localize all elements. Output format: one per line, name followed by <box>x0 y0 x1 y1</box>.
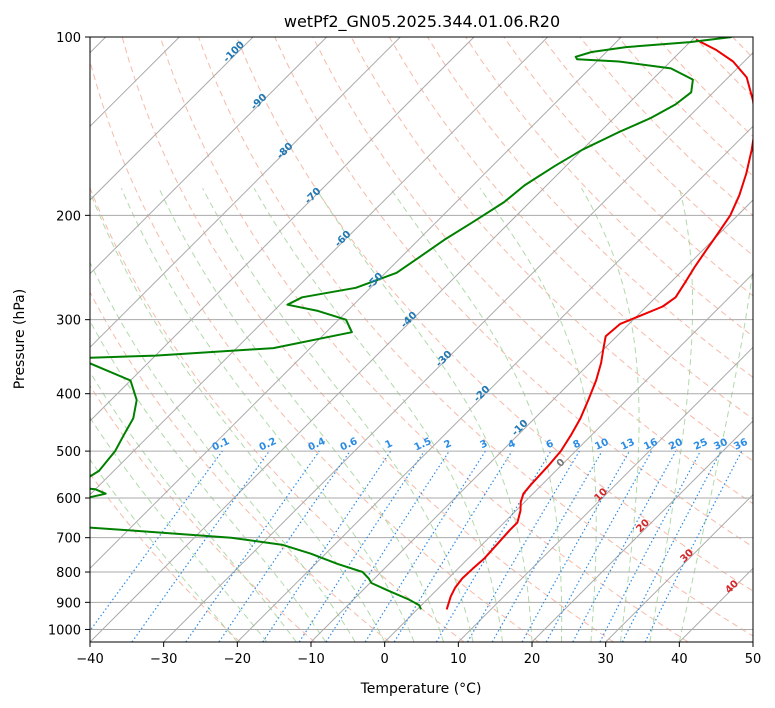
dry-adiabat-line <box>90 472 241 642</box>
x-tick-label: 40 <box>671 652 688 667</box>
mixing-ratio-label: 25 <box>692 437 709 453</box>
x-tick-label: −20 <box>224 652 251 667</box>
moist-adiabat-line <box>120 188 415 642</box>
moist-adiabat-line <box>90 261 356 642</box>
moist-adiabat-line <box>90 320 327 642</box>
x-axis-label: Temperature (°C) <box>360 681 482 697</box>
x-tick-label: 20 <box>524 652 541 667</box>
mixing-ratio-label: 1 <box>383 438 394 451</box>
y-tick-label: 700 <box>56 532 81 547</box>
mixing-ratio-label: 36 <box>732 437 749 453</box>
y-tick-label: 900 <box>56 596 81 611</box>
mixing-ratio-line <box>185 450 320 642</box>
isotherm-line <box>90 37 696 642</box>
dry-adiabat-line <box>503 37 753 297</box>
mixing-ratio-label: 2 <box>442 438 453 451</box>
y-tick-label: 600 <box>56 492 81 507</box>
isotherm-line <box>90 37 401 349</box>
dry-adiabat-line <box>90 59 540 642</box>
mixing-ratio-line <box>325 450 450 642</box>
moist-adiabat-line <box>253 187 503 642</box>
mixing-ratio-line <box>521 450 631 642</box>
y-tick-label: 800 <box>56 566 81 581</box>
dry-adiabat-line <box>426 37 753 378</box>
x-tick-label: −30 <box>150 652 177 667</box>
x-tick-label: 0 <box>381 652 389 667</box>
dry-adiabat-line <box>312 37 753 505</box>
y-tick-label: 500 <box>56 445 81 460</box>
dry-adiabat-line <box>90 291 390 642</box>
plot-frame <box>89 36 754 643</box>
moist-adiabat-line <box>315 187 533 642</box>
mixing-ratio-line <box>644 450 743 642</box>
temperature-profile <box>445 38 753 610</box>
mixing-ratio-label: 30 <box>712 437 729 453</box>
mixing-ratio-line <box>393 450 513 642</box>
moist-adiabat-line <box>649 188 694 642</box>
isotherm-line <box>531 420 753 642</box>
x-tick-label: −40 <box>76 652 103 667</box>
isotherm-line <box>90 37 328 275</box>
mixing-ratio-label: 10 <box>593 437 610 453</box>
mixing-ratio-line <box>298 450 425 642</box>
dry-adiabat-line <box>90 186 465 642</box>
moist-adiabat-line <box>479 187 597 642</box>
mixing-ratio-line <box>131 450 270 642</box>
mixing-ratio-line <box>90 450 223 632</box>
mixing-ratio-label: 20 <box>667 437 684 453</box>
y-tick-label: 1000 <box>48 623 81 638</box>
isotherm-line <box>90 37 475 422</box>
x-tick-label: 30 <box>597 652 614 667</box>
isotherm-line <box>90 37 549 496</box>
y-tick-label: 100 <box>56 31 81 46</box>
moist-adiabat-line <box>678 264 753 642</box>
isotherm-line <box>605 493 753 642</box>
y-tick-label: 400 <box>56 388 81 403</box>
moist-adiabat-line <box>202 187 474 642</box>
moist-adiabat-line <box>581 187 640 642</box>
axes: −40 −30 −20 −10 0 10 20 30 40 50 100 200 300 400 500 60… <box>48 31 761 667</box>
y-tick-label: 300 <box>56 314 81 329</box>
chart-title: wetPf2_GN05.2025.344.01.06.R20 <box>284 12 560 32</box>
isotherm-line <box>384 272 753 642</box>
isotherm-line <box>236 125 753 642</box>
isotherm-line <box>163 51 753 642</box>
moist-adiabat-line <box>90 190 386 642</box>
mixing-ratio-label: 16 <box>642 437 659 453</box>
dry-adiabat-line <box>159 37 689 642</box>
mixing-ratio-label: 13 <box>619 437 636 453</box>
mixing-ratio-line <box>545 450 653 642</box>
x-tick-label: 10 <box>450 652 467 667</box>
isotherm-line <box>310 199 753 642</box>
x-tick-label: −10 <box>297 652 324 667</box>
mixing-ratio-label: 8 <box>571 438 582 451</box>
dry-adiabat-line <box>236 37 753 592</box>
y-axis-label: Pressure (hPa) <box>12 289 28 389</box>
dry-adiabat-line <box>121 37 614 642</box>
isotherm-line <box>90 37 254 201</box>
dry-adiabat-line <box>388 37 753 420</box>
dewpoint-profile <box>90 37 732 610</box>
mixing-ratio-line <box>262 450 392 642</box>
plot-area: -100-90-80-70-60-50-40-30-20-100.1 0.2 0.4… <box>90 37 753 642</box>
dry-adiabat-line <box>350 37 753 462</box>
dry-adiabat-line <box>274 37 753 548</box>
dry-adiabat-line <box>90 384 316 642</box>
mixing-ratio-line <box>572 450 677 642</box>
moist-adiabat-line <box>389 187 563 642</box>
mixing-ratio-label: 4 <box>506 438 517 451</box>
mixing-ratio-label: 3 <box>478 438 489 451</box>
mixing-ratio-label: 6 <box>544 438 555 451</box>
x-tick-label: 50 <box>745 652 762 667</box>
moist-adiabat-line <box>90 458 238 642</box>
isotherm-line <box>457 346 753 642</box>
mixing-ratio-line <box>218 450 351 642</box>
y-tick-label: 200 <box>56 209 81 224</box>
